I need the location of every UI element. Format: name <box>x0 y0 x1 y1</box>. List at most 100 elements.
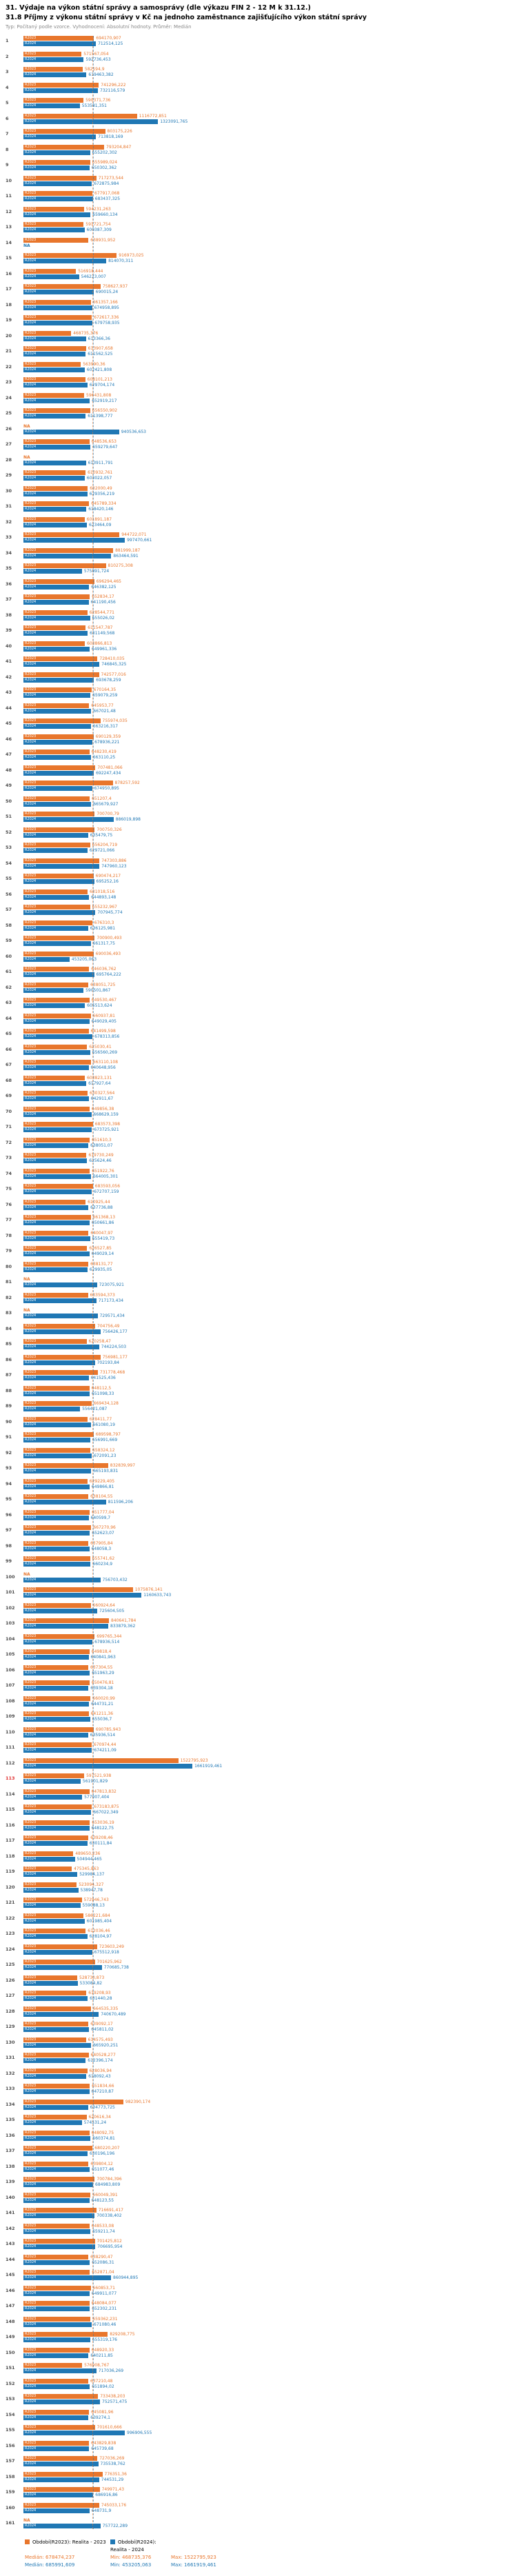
bar-r2023[interactable]: R2023 <box>23 1991 87 1995</box>
bar-r2024[interactable]: R2024 <box>23 584 90 590</box>
bar-r2023[interactable]: R2023 <box>23 578 94 584</box>
bar-r2024[interactable]: R2024 <box>23 2260 90 2265</box>
bar-r2023[interactable]: R2023 <box>23 2456 98 2461</box>
bar-r2024[interactable]: R2024 <box>23 1080 87 1086</box>
bar-r2023[interactable]: R2023 <box>23 1184 93 1189</box>
bar-r2024[interactable]: R2024 <box>23 2089 90 2094</box>
bar-r2024[interactable]: R2024 <box>23 1422 91 1427</box>
bar-r2024[interactable]: R2024 <box>23 305 92 310</box>
bar-r2024[interactable]: R2024 <box>23 414 86 419</box>
bar-r2024[interactable]: R2024 <box>23 646 90 652</box>
bar-r2024[interactable]: R2024 <box>23 1608 97 1613</box>
bar-r2023[interactable]: R2023 <box>23 1602 91 1608</box>
bar-r2023[interactable]: R2023 <box>23 1898 82 1902</box>
bar-r2023[interactable]: R2023 <box>23 2332 108 2337</box>
bar-r2024[interactable]: R2024 <box>23 367 85 372</box>
bar-r2024[interactable]: R2024 <box>23 134 97 139</box>
bar-r2024[interactable]: R2024 <box>23 290 94 294</box>
bar-r2024[interactable]: R2024 <box>23 2275 111 2280</box>
bar-r2024[interactable]: R2024 <box>23 1562 91 1567</box>
bar-r2024[interactable]: R2024 <box>23 2524 101 2528</box>
bar-r2024[interactable]: R2024 <box>23 1282 97 1287</box>
bar-r2023[interactable]: R2023 <box>23 144 104 150</box>
bar-r2023[interactable]: R2023 <box>23 1960 95 1964</box>
bar-r2023[interactable]: R2023 <box>23 1587 133 1592</box>
bar-r2023[interactable]: R2023 <box>23 656 98 661</box>
bar-r2023[interactable]: R2023 <box>23 625 86 630</box>
bar-r2024[interactable]: R2024 <box>23 1174 91 1179</box>
bar-r2023[interactable]: R2023 <box>23 563 106 568</box>
bar-r2024[interactable]: R2024 <box>23 972 94 977</box>
bar-r2023[interactable]: R2023 <box>23 1153 87 1158</box>
bar-r2024[interactable]: R2024 <box>23 1655 89 1660</box>
bar-r2024[interactable]: R2024 <box>23 1903 81 1908</box>
bar-r2023[interactable]: R2023 <box>23 1060 91 1065</box>
bar-r2024[interactable]: R2024 <box>23 2197 90 2203</box>
bar-r2023[interactable]: R2023 <box>23 1742 92 1747</box>
bar-r2023[interactable]: R2023 <box>23 1494 89 1499</box>
bar-r2023[interactable]: R2023 <box>23 160 90 165</box>
bar-r2024[interactable]: R2024 <box>23 1360 95 1365</box>
bar-r2023[interactable]: R2023 <box>23 2022 89 2026</box>
bar-r2023[interactable]: R2023 <box>23 2487 100 2492</box>
bar-r2024[interactable]: R2024 <box>23 2322 92 2327</box>
bar-r2023[interactable]: R2023 <box>23 781 113 785</box>
bar-r2023[interactable]: R2023 <box>23 1525 92 1530</box>
bar-r2024[interactable]: R2024 <box>23 2104 88 2110</box>
bar-r2023[interactable]: R2023 <box>23 998 90 1003</box>
bar-r2023[interactable]: R2023 <box>23 1789 90 1794</box>
bar-r2023[interactable]: R2023 <box>23 1447 91 1453</box>
bar-r2023[interactable]: R2023 <box>23 858 100 863</box>
bar-r2023[interactable]: R2023 <box>23 330 72 336</box>
bar-r2024[interactable]: R2024 <box>23 1236 90 1241</box>
bar-r2024[interactable]: R2024 <box>23 1438 90 1442</box>
bar-r2023[interactable]: R2023 <box>23 2099 123 2104</box>
bar-r2023[interactable]: R2023 <box>23 594 90 599</box>
bar-r2024[interactable]: R2024 <box>23 398 90 403</box>
bar-r2024[interactable]: R2024 <box>23 1143 89 1148</box>
bar-r2023[interactable]: R2023 <box>23 129 105 134</box>
bar-r2023[interactable]: R2023 <box>23 1044 88 1049</box>
bar-r2023[interactable]: R2023 <box>23 439 90 444</box>
bar-r2024[interactable]: R2024 <box>23 941 91 946</box>
bar-r2023[interactable]: R2023 <box>23 253 117 258</box>
bar-r2024[interactable]: R2024 <box>23 2027 90 2032</box>
bar-r2023[interactable]: R2023 <box>23 237 89 243</box>
bar-r2023[interactable]: R2023 <box>23 1509 90 1515</box>
bar-r2023[interactable]: R2023 <box>23 1075 85 1080</box>
bar-r2023[interactable]: R2023 <box>23 2177 95 2182</box>
bar-r2024[interactable]: R2024 <box>23 1841 88 1846</box>
bar-r2024[interactable]: R2024 <box>23 1748 92 1753</box>
bar-r2023[interactable]: R2023 <box>23 98 84 103</box>
bar-r2023[interactable]: R2023 <box>23 1137 90 1143</box>
bar-r2024[interactable]: R2024 <box>23 1453 92 1458</box>
bar-r2024[interactable]: R2024 <box>23 1701 90 1707</box>
bar-r2024[interactable]: R2024 <box>23 2431 125 2435</box>
bar-r2024[interactable]: R2024 <box>23 150 90 155</box>
bar-r2024[interactable]: R2024 <box>23 2244 96 2249</box>
bar-r2024[interactable]: R2024 <box>23 1251 90 1256</box>
bar-r2023[interactable]: R2023 <box>23 1230 89 1236</box>
bar-r2024[interactable]: R2024 <box>23 1593 142 1598</box>
bar-r2023[interactable]: R2023 <box>23 1944 97 1949</box>
bar-r2024[interactable]: R2024 <box>23 600 89 605</box>
bar-r2023[interactable]: R2023 <box>23 951 94 956</box>
bar-r2024[interactable]: R2024 <box>23 1794 83 1800</box>
bar-r2023[interactable]: R2023 <box>23 920 92 925</box>
bar-r2024[interactable]: R2024 <box>23 987 84 993</box>
bar-r2024[interactable]: R2024 <box>23 2306 90 2311</box>
bar-r2024[interactable]: R2024 <box>23 2042 92 2048</box>
bar-r2023[interactable]: R2023 <box>23 1633 95 1639</box>
bar-r2023[interactable]: R2023 <box>23 672 99 677</box>
bar-r2024[interactable]: R2024 <box>23 631 88 636</box>
bar-r2023[interactable]: R2023 <box>23 1013 91 1018</box>
bar-r2024[interactable]: R2024 <box>23 2151 88 2156</box>
bar-r2023[interactable]: R2023 <box>23 2208 97 2213</box>
bar-r2023[interactable]: R2023 <box>23 299 91 305</box>
bar-r2023[interactable]: R2023 <box>23 1215 91 1220</box>
bar-r2024[interactable]: R2024 <box>23 1856 75 1862</box>
bar-r2023[interactable]: R2023 <box>23 2223 90 2228</box>
bar-r2023[interactable]: R2023 <box>23 703 90 708</box>
bar-r2024[interactable]: R2024 <box>23 103 80 108</box>
bar-r2023[interactable]: R2023 <box>23 1106 90 1111</box>
